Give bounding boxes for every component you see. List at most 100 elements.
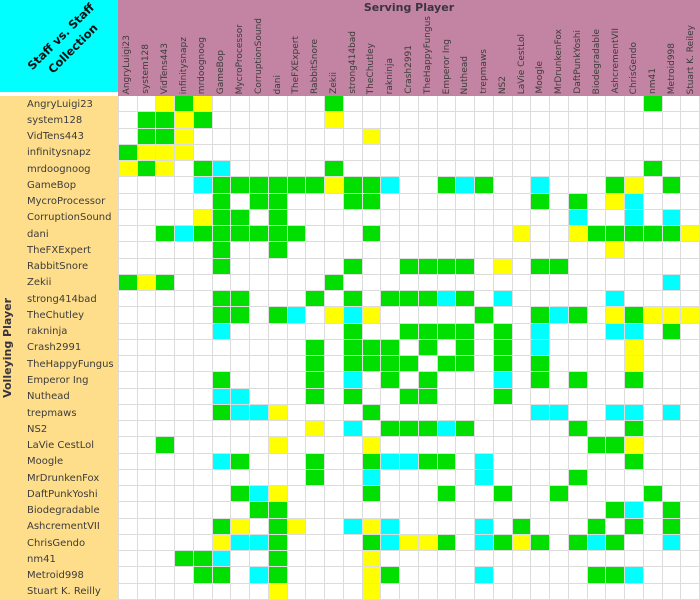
matrix-cell[interactable] — [381, 96, 401, 113]
matrix-cell[interactable] — [400, 502, 419, 519]
matrix-cell[interactable] — [268, 128, 288, 145]
matrix-cell[interactable] — [568, 177, 588, 194]
matrix-cell[interactable] — [531, 193, 551, 210]
matrix-cell[interactable] — [493, 404, 513, 422]
matrix-cell[interactable] — [475, 404, 494, 422]
matrix-cell[interactable] — [231, 177, 251, 194]
matrix-cell[interactable] — [306, 161, 326, 178]
matrix-cell[interactable] — [268, 339, 288, 357]
matrix-cell[interactable] — [193, 307, 213, 324]
matrix-cell[interactable] — [231, 372, 251, 389]
matrix-cell[interactable] — [193, 486, 213, 503]
matrix-cell[interactable] — [437, 583, 457, 600]
matrix-cell[interactable] — [381, 502, 401, 519]
matrix-cell[interactable] — [662, 583, 682, 600]
matrix-cell[interactable] — [493, 161, 513, 178]
matrix-cell[interactable] — [493, 258, 513, 275]
matrix-cell[interactable] — [362, 323, 382, 340]
matrix-cell[interactable] — [268, 274, 288, 292]
matrix-cell[interactable] — [193, 226, 213, 243]
matrix-cell[interactable] — [287, 161, 307, 178]
matrix-cell[interactable] — [250, 209, 269, 227]
matrix-cell[interactable] — [137, 551, 157, 568]
matrix-cell[interactable] — [250, 144, 269, 162]
matrix-cell[interactable] — [137, 372, 157, 389]
matrix-cell[interactable] — [587, 242, 607, 259]
matrix-cell[interactable] — [493, 356, 513, 373]
matrix-cell[interactable] — [400, 96, 419, 113]
matrix-cell[interactable] — [137, 209, 157, 227]
matrix-cell[interactable] — [212, 469, 232, 487]
matrix-cell[interactable] — [287, 372, 307, 389]
matrix-cell[interactable] — [212, 453, 232, 470]
matrix-cell[interactable] — [325, 453, 344, 470]
matrix-cell[interactable] — [568, 486, 588, 503]
matrix-cell[interactable] — [193, 161, 213, 178]
matrix-cell[interactable] — [493, 323, 513, 340]
matrix-cell[interactable] — [381, 209, 401, 227]
matrix-cell[interactable] — [475, 274, 494, 292]
matrix-cell[interactable] — [231, 551, 251, 568]
matrix-cell[interactable] — [231, 209, 251, 227]
matrix-cell[interactable] — [156, 453, 176, 470]
matrix-cell[interactable] — [362, 161, 382, 178]
matrix-cell[interactable] — [268, 242, 288, 259]
matrix-cell[interactable] — [550, 274, 569, 292]
matrix-cell[interactable] — [475, 258, 494, 275]
matrix-cell[interactable] — [362, 128, 382, 145]
matrix-cell[interactable] — [681, 437, 700, 454]
matrix-cell[interactable] — [287, 583, 307, 600]
matrix-cell[interactable] — [287, 258, 307, 275]
matrix-cell[interactable] — [681, 356, 700, 373]
matrix-cell[interactable] — [250, 112, 269, 129]
matrix-cell[interactable] — [362, 453, 382, 470]
matrix-cell[interactable] — [287, 486, 307, 503]
matrix-cell[interactable] — [137, 177, 157, 194]
matrix-cell[interactable] — [456, 291, 476, 308]
matrix-cell[interactable] — [587, 356, 607, 373]
matrix-cell[interactable] — [550, 242, 569, 259]
matrix-cell[interactable] — [456, 421, 476, 438]
matrix-cell[interactable] — [156, 372, 176, 389]
matrix-cell[interactable] — [250, 258, 269, 275]
matrix-cell[interactable] — [662, 486, 682, 503]
matrix-cell[interactable] — [550, 144, 569, 162]
matrix-cell[interactable] — [681, 177, 700, 194]
matrix-cell[interactable] — [531, 453, 551, 470]
matrix-cell[interactable] — [381, 421, 401, 438]
matrix-cell[interactable] — [193, 96, 213, 113]
matrix-cell[interactable] — [212, 177, 232, 194]
matrix-cell[interactable] — [512, 291, 532, 308]
matrix-cell[interactable] — [250, 551, 269, 568]
matrix-cell[interactable] — [325, 339, 344, 357]
matrix-cell[interactable] — [456, 226, 476, 243]
matrix-cell[interactable] — [625, 323, 644, 340]
matrix-cell[interactable] — [287, 177, 307, 194]
matrix-cell[interactable] — [119, 161, 138, 178]
matrix-cell[interactable] — [381, 226, 401, 243]
matrix-cell[interactable] — [437, 356, 457, 373]
matrix-cell[interactable] — [437, 128, 457, 145]
matrix-cell[interactable] — [325, 274, 344, 292]
matrix-cell[interactable] — [512, 193, 532, 210]
matrix-cell[interactable] — [400, 161, 419, 178]
matrix-cell[interactable] — [550, 388, 569, 405]
matrix-cell[interactable] — [400, 388, 419, 405]
matrix-cell[interactable] — [587, 177, 607, 194]
matrix-cell[interactable] — [550, 372, 569, 389]
matrix-cell[interactable] — [193, 421, 213, 438]
matrix-cell[interactable] — [662, 177, 682, 194]
matrix-cell[interactable] — [119, 307, 138, 324]
matrix-cell[interactable] — [531, 258, 551, 275]
matrix-cell[interactable] — [550, 502, 569, 519]
matrix-cell[interactable] — [550, 534, 569, 552]
matrix-cell[interactable] — [287, 567, 307, 584]
matrix-cell[interactable] — [137, 518, 157, 535]
matrix-cell[interactable] — [512, 177, 532, 194]
matrix-cell[interactable] — [662, 534, 682, 552]
matrix-cell[interactable] — [231, 534, 251, 552]
matrix-cell[interactable] — [512, 258, 532, 275]
matrix-cell[interactable] — [193, 112, 213, 129]
matrix-cell[interactable] — [362, 96, 382, 113]
matrix-cell[interactable] — [681, 274, 700, 292]
